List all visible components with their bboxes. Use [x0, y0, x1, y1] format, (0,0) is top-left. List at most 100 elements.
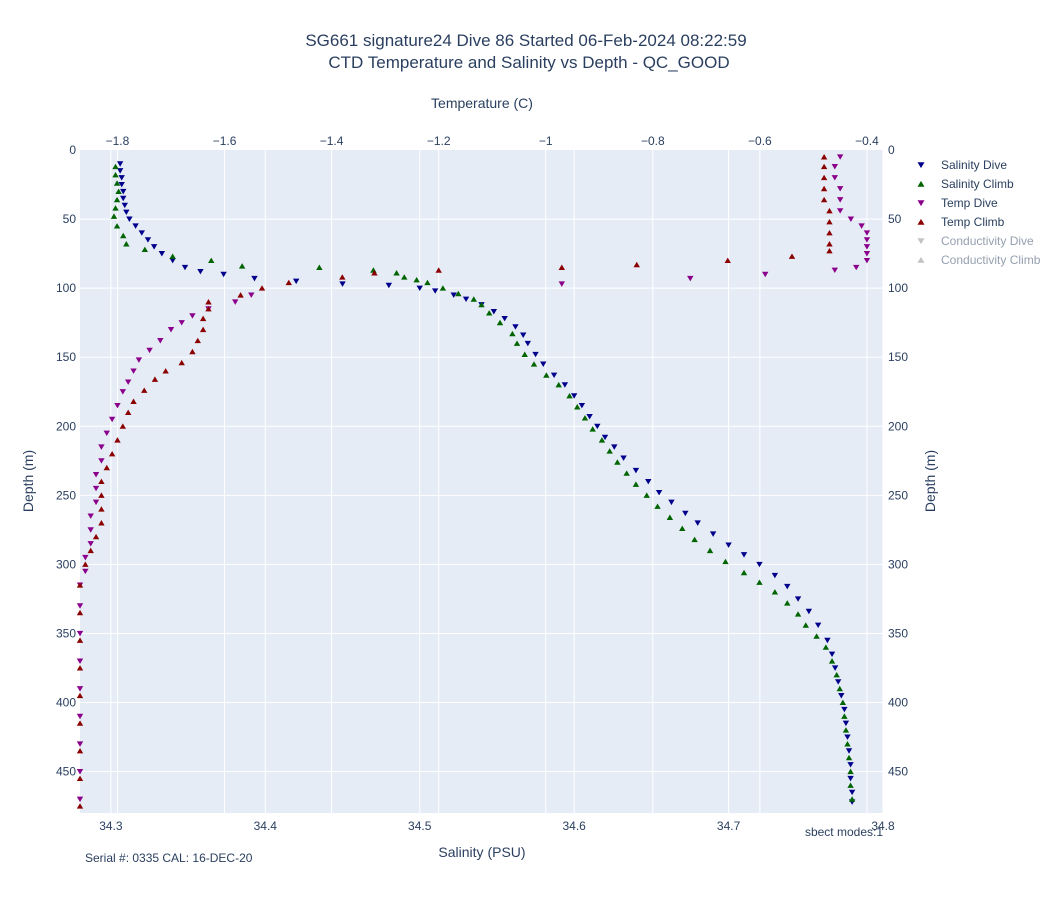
temp-dive-point — [831, 164, 839, 170]
salinity-climb-point — [623, 470, 630, 476]
salinity-dive-point — [601, 434, 609, 441]
temp-dive-point — [98, 444, 105, 450]
salinity-dive-point — [847, 775, 854, 782]
temp-dive-point — [762, 271, 769, 278]
conductivity-climb-legend-symbol — [917, 256, 925, 263]
plot-area — [80, 150, 883, 813]
sbect-modes-note: sbect modes:1 — [805, 825, 883, 839]
salinity-climb-point — [120, 232, 127, 239]
legend-item-conductivity-dive[interactable]: Conductivity Dive — [917, 234, 1035, 248]
salinity-climb-point — [470, 296, 477, 302]
temp-climb-point — [633, 261, 640, 268]
temp-climb-point — [199, 315, 207, 322]
salinity-climb-point — [486, 310, 493, 316]
salinity-dive-point — [116, 161, 124, 167]
salinity-dive-point — [450, 292, 457, 298]
temp-dive-point — [130, 368, 137, 374]
salinity-climb-point — [141, 246, 149, 253]
temp-climb-point — [189, 348, 196, 355]
temp-climb-point — [205, 305, 212, 312]
salinity-dive-point — [709, 531, 717, 537]
salinity-climb-point — [112, 205, 119, 211]
temp-dive-point — [92, 485, 100, 492]
salinity-climb-point — [113, 223, 121, 229]
legend-item-salinity-climb[interactable]: Salinity Climb — [917, 177, 1015, 191]
salinity-dive-point — [150, 244, 158, 250]
legend-item-conductivity-climb[interactable]: Conductivity Climb — [917, 253, 1041, 267]
salinity-dive-point — [611, 444, 618, 450]
salinity-dive-point — [844, 734, 851, 740]
salinity-climb-point — [822, 644, 830, 650]
salinity-climb-point — [643, 492, 650, 498]
salinity-climb-point — [833, 671, 840, 678]
depth-tick-left: 450 — [56, 765, 76, 779]
salinity-dive-point — [512, 324, 519, 330]
depth-tick-left: 50 — [63, 212, 77, 226]
temp-climb-point — [724, 257, 731, 264]
temp-climb-point — [205, 299, 212, 305]
depth-tick-right: 50 — [888, 212, 902, 226]
salinity-dive-point — [120, 195, 127, 202]
salinity-climb-point — [756, 579, 763, 585]
temperature-tick: −1.4 — [320, 134, 344, 148]
salinity-dive-point — [550, 372, 558, 379]
y-axis-right-title: Depth (m) — [922, 450, 938, 512]
temp-dive-point — [92, 472, 100, 478]
salinity-climb-point — [401, 274, 408, 280]
temp-climb-point — [237, 292, 244, 298]
temp-dive-legend-symbol — [917, 200, 925, 207]
salinity-dive-point — [842, 720, 850, 727]
chart-title-line2: CTD Temperature and Salinity vs Depth - … — [328, 53, 729, 72]
depth-tick-right: 350 — [888, 626, 908, 640]
salinity-dive-point — [532, 351, 539, 358]
salinity-climb-point — [813, 633, 820, 639]
salinity-dive-point — [126, 216, 133, 222]
salinity-tick: 34.5 — [408, 819, 432, 833]
salinity-tick: 34.8 — [871, 819, 895, 833]
depth-tick-right: 250 — [888, 488, 908, 502]
temp-dive-point — [157, 338, 164, 344]
temp-climb-point — [258, 285, 266, 291]
salinity-climb-point — [842, 727, 850, 733]
temp-dive-point — [558, 281, 565, 287]
salinity-climb-point — [839, 699, 847, 706]
salinity-dive-point — [620, 455, 627, 461]
temp-climb-point — [87, 547, 94, 554]
depth-tick-right: 400 — [888, 696, 908, 710]
salinity-climb-point — [606, 448, 613, 454]
salinity-dive-point — [848, 789, 856, 796]
temp-climb-point — [82, 561, 89, 567]
depth-tick-right: 100 — [888, 281, 908, 295]
temp-dive-point — [863, 257, 871, 264]
temp-dive-point — [863, 230, 871, 236]
salinity-dive-point — [462, 296, 470, 303]
salinity-dive-point — [794, 596, 802, 602]
salinity-climb-point — [316, 264, 323, 270]
salinity-dive-point — [586, 414, 593, 420]
temp-climb-point — [76, 747, 84, 754]
salinity-dive-point — [831, 665, 839, 671]
legend[interactable]: Salinity Dive Salinity Climb Temp Dive Temp… — [917, 158, 1041, 267]
salinity-dive-point — [490, 309, 498, 315]
temp-dive-point — [119, 389, 127, 395]
depth-tick-right: 150 — [888, 350, 908, 364]
legend-label: Salinity Climb — [941, 177, 1014, 191]
temp-dive-point — [103, 430, 110, 437]
temperature-tick: −0.8 — [641, 134, 665, 148]
temp-climb-point — [151, 376, 159, 382]
temp-climb-point — [194, 337, 201, 344]
legend-item-temp-climb[interactable]: Temp Climb — [917, 215, 1005, 229]
legend-item-temp-dive[interactable]: Temp Dive — [917, 196, 999, 210]
legend-item-salinity-dive[interactable]: Salinity Dive — [917, 158, 1008, 172]
salinity-dive-point — [835, 679, 842, 685]
temp-dive-point — [98, 458, 105, 464]
temp-dive-point — [831, 175, 839, 181]
salinity-dive-point — [431, 288, 439, 294]
temp-dive-point — [82, 554, 89, 561]
salinity-climb-point — [847, 782, 854, 788]
salinity-climb-point — [543, 372, 550, 378]
salinity-dive-point — [118, 175, 125, 181]
temp-climb-point — [820, 185, 828, 192]
data-markers — [76, 154, 871, 809]
tick-labels: 0 0 50 50 100 100 150 150 200 200 250 250 300 300 350 3… — [56, 134, 908, 833]
